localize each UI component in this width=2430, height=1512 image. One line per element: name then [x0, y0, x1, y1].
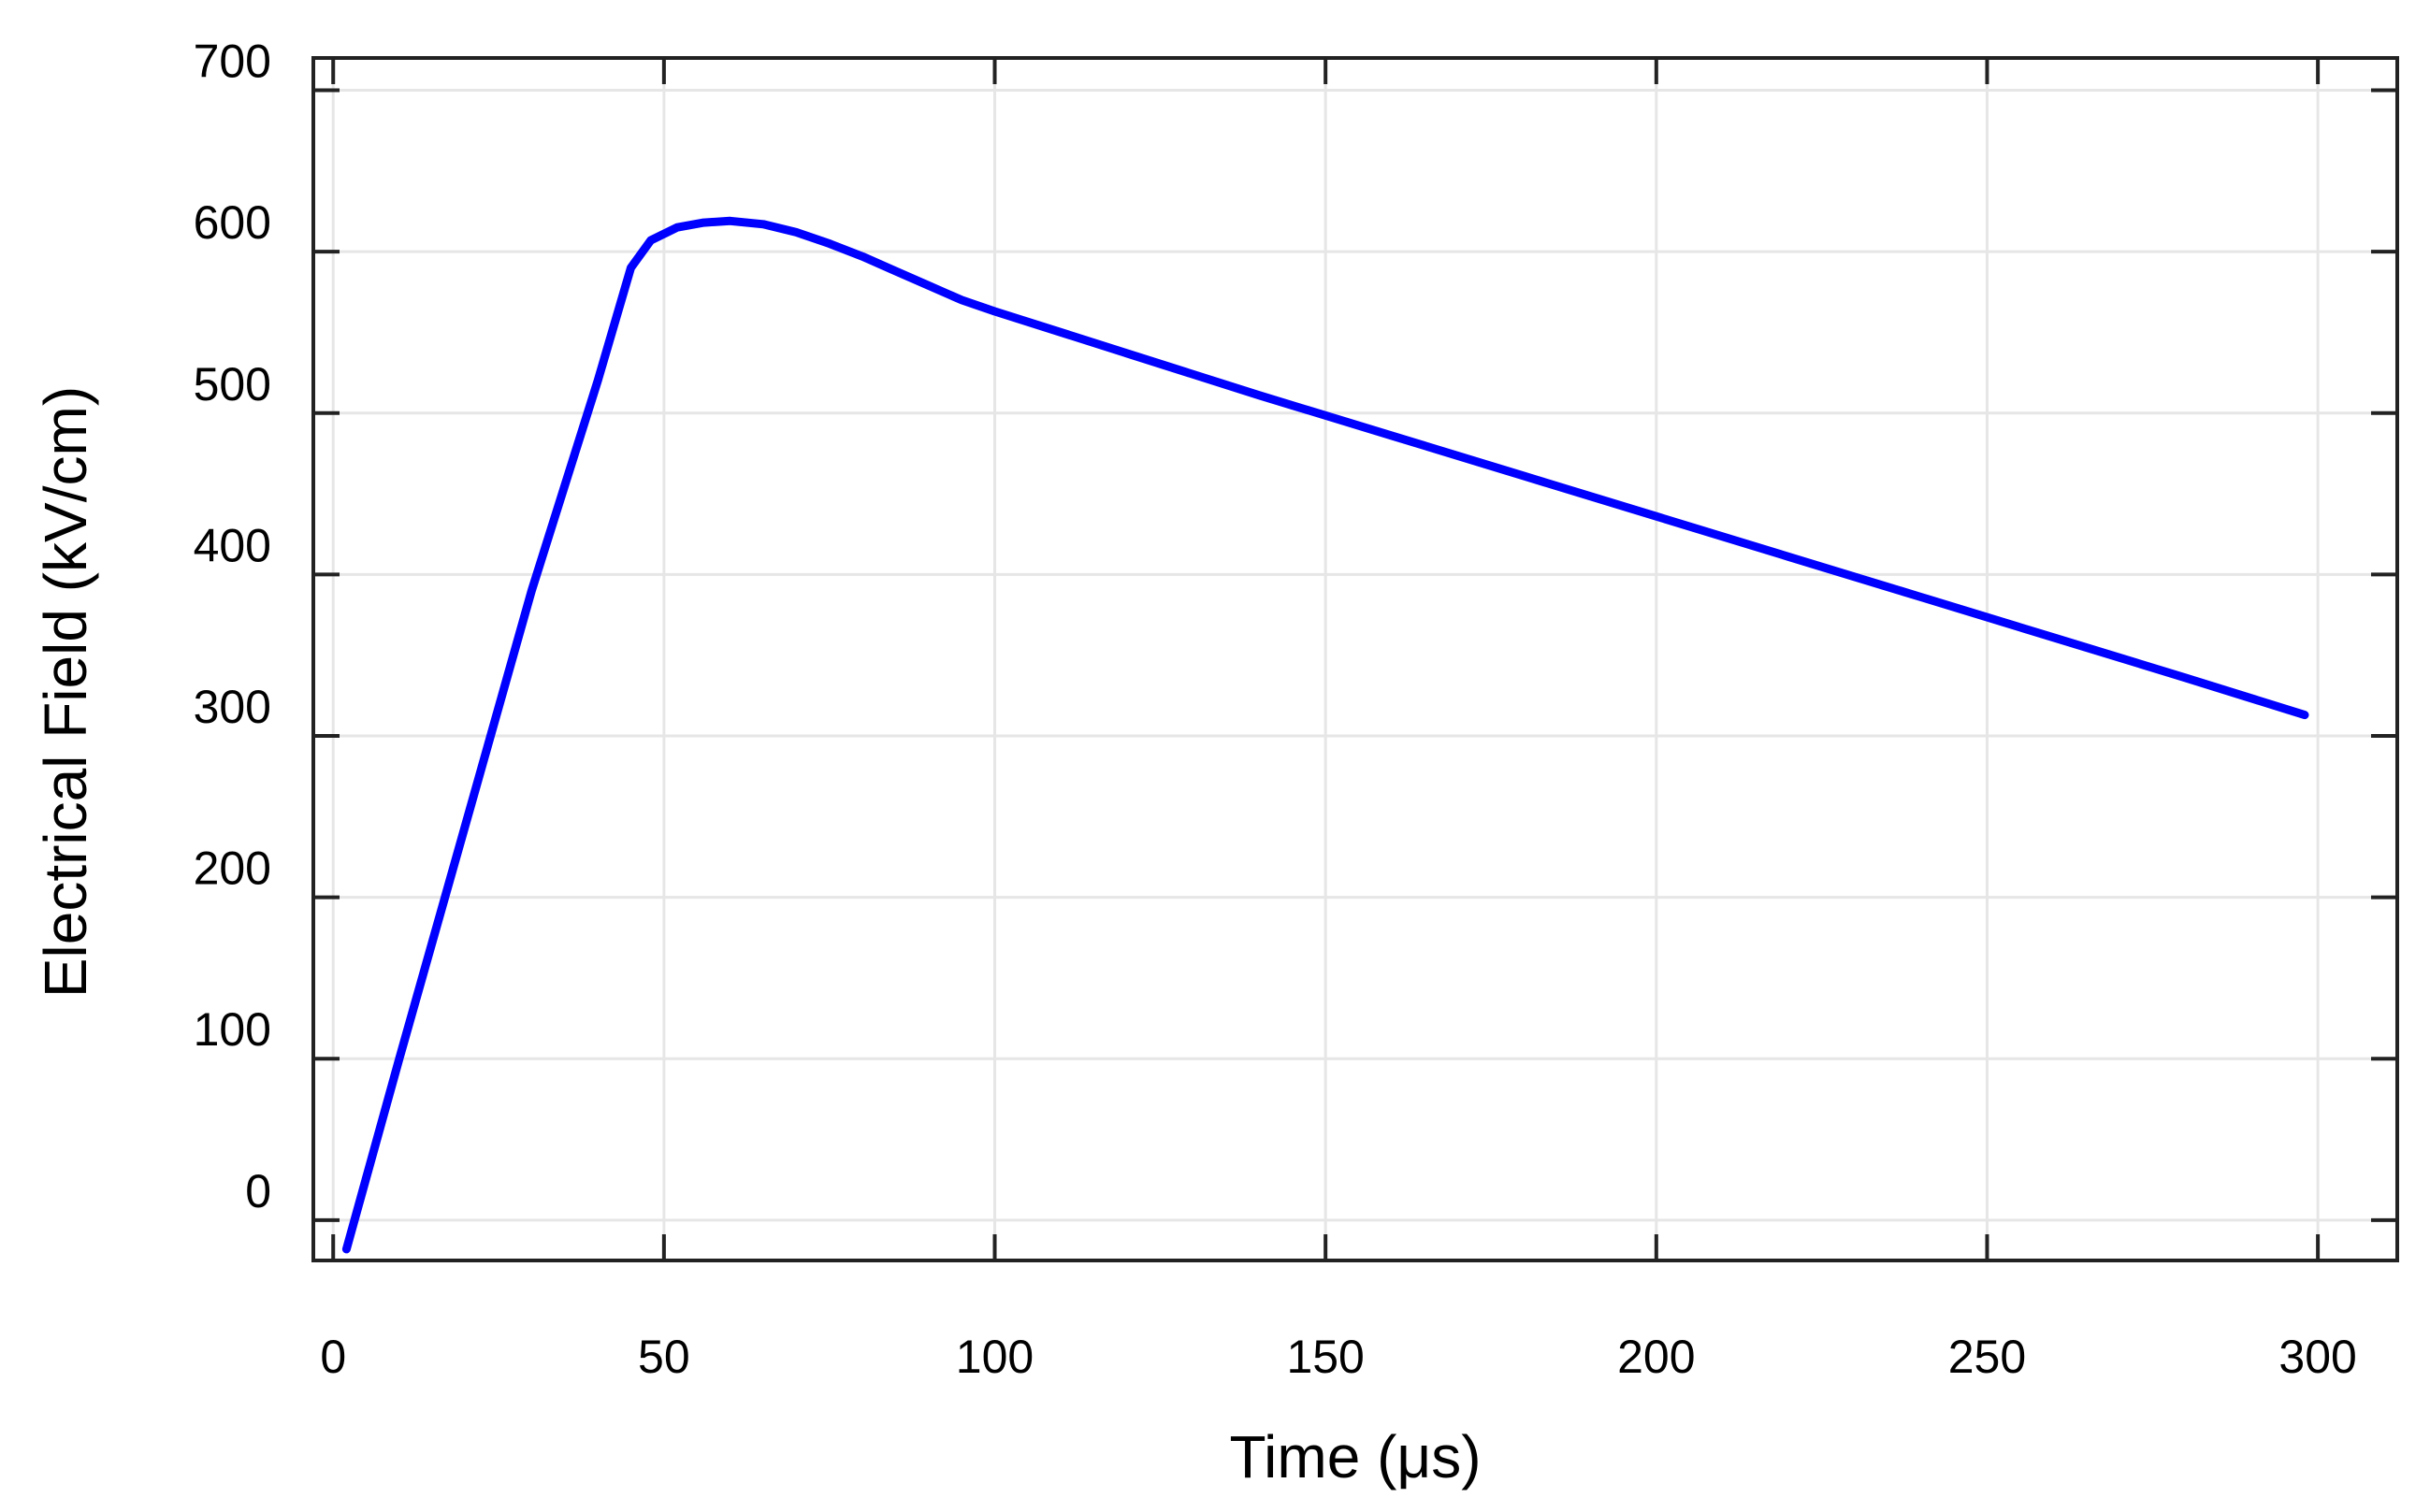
plot-frame	[311, 56, 2399, 1262]
tick-labels: 0 50 100 150 200 250 300 0 100 200 300 400 500 600 700	[194, 36, 2357, 1383]
y-tick-label: 200	[194, 842, 271, 895]
grid-lines	[313, 58, 2397, 1260]
x-tick-label: 50	[638, 1331, 690, 1383]
x-axis-title: Time (μs)	[1229, 1423, 1481, 1490]
y-axis-title: Electrical Field (kV/cm)	[32, 386, 99, 998]
y-tick-label: 0	[245, 1165, 271, 1217]
series-layer	[341, 216, 2309, 1254]
x-tick-label: 200	[1617, 1331, 1695, 1383]
tick-marks	[313, 58, 2397, 1260]
x-tick-label: 100	[956, 1331, 1034, 1383]
y-tick-label: 400	[194, 519, 271, 571]
y-tick-label: 700	[194, 36, 271, 88]
x-tick-label: 300	[2278, 1331, 2356, 1383]
x-tick-label: 250	[1948, 1331, 2026, 1383]
series-line	[341, 216, 2309, 1254]
y-tick-label: 100	[194, 1003, 271, 1056]
y-tick-label: 500	[194, 358, 271, 410]
y-tick-label: 300	[194, 681, 271, 733]
y-tick-label: 600	[194, 196, 271, 249]
x-tick-label: 0	[320, 1331, 346, 1383]
x-tick-label: 150	[1286, 1331, 1364, 1383]
